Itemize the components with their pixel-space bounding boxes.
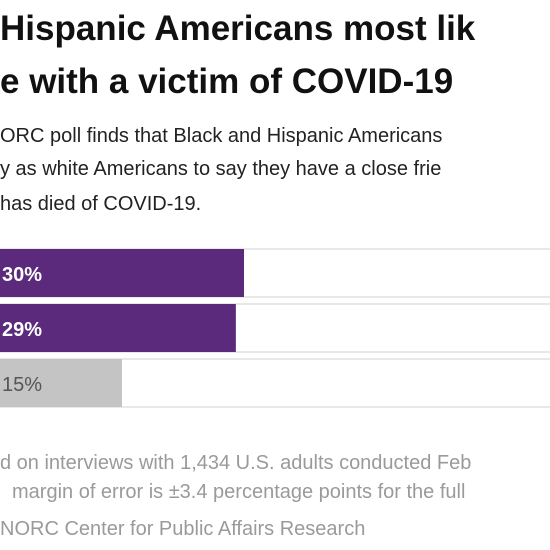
footnote: NORC Center for Public Affairs Research xyxy=(0,518,365,540)
bars: 30% 29% 15% xyxy=(0,248,550,408)
footnote: margin of error is ±3.4 percentage point… xyxy=(12,481,465,503)
chart-title: e with a victim of COVID-19 xyxy=(0,62,453,101)
value-label: 29% xyxy=(2,319,42,341)
bar xyxy=(0,359,122,407)
subtitle: has died of COVID-19. xyxy=(0,193,201,215)
value-label: 30% xyxy=(2,264,42,286)
footnote: d on interviews with 1,434 U.S. adults c… xyxy=(0,452,471,474)
bar xyxy=(0,249,244,297)
subtitle: ORC poll finds that Black and Hispanic A… xyxy=(0,125,442,147)
subtitle: y as white Americans to say they have a … xyxy=(0,158,441,180)
value-label: 15% xyxy=(2,374,42,396)
bar xyxy=(0,304,236,352)
chart-title: Hispanic Americans most lik xyxy=(0,9,476,48)
